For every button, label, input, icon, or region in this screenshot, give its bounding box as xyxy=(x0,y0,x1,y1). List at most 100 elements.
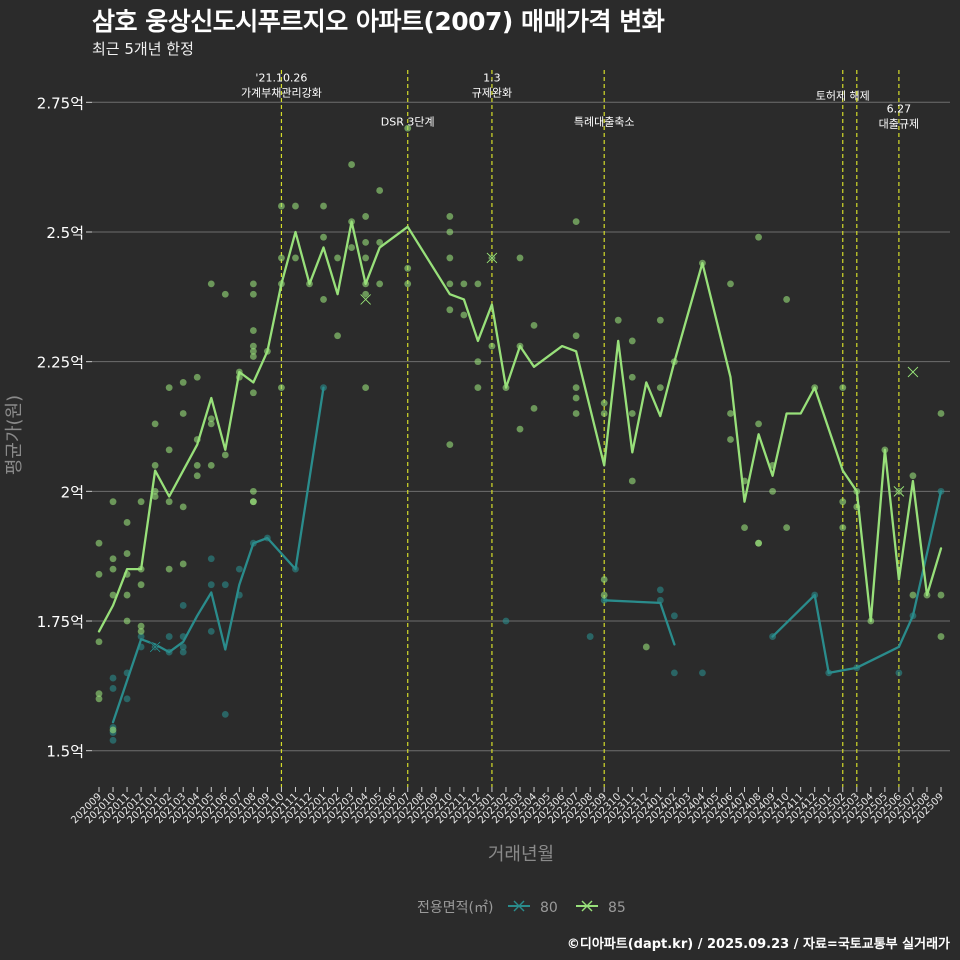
data-point-85 xyxy=(572,218,580,226)
data-point-85 xyxy=(628,477,636,485)
data-point-85 xyxy=(95,539,103,547)
data-point-85 xyxy=(179,410,187,417)
legend-label-80: 80 xyxy=(540,900,558,916)
data-point-85 xyxy=(334,254,341,262)
data-point-85 xyxy=(151,493,159,500)
data-point-85 xyxy=(600,591,608,599)
data-point-85 xyxy=(909,472,917,480)
x-axis-title: 거래년월 xyxy=(488,844,554,865)
data-point-85 xyxy=(460,311,468,319)
data-point-85 xyxy=(137,622,145,630)
data-point-85 xyxy=(839,498,847,506)
data-point-80 xyxy=(179,643,187,651)
data-point-80 xyxy=(221,581,229,589)
data-point-85 xyxy=(600,576,608,583)
y-tick-label: 2.25억 xyxy=(37,354,84,372)
data-point-85 xyxy=(656,384,664,391)
data-point-85 xyxy=(278,254,285,262)
data-point-85 xyxy=(572,332,580,340)
event-label: '21.10.26 xyxy=(255,72,307,85)
data-point-85 xyxy=(109,565,117,573)
data-point-85 xyxy=(193,462,201,469)
data-point-85 xyxy=(249,498,257,506)
data-point-85 xyxy=(95,695,103,703)
data-point-85 xyxy=(348,161,355,168)
data-point-80 xyxy=(207,581,215,589)
data-point-85 xyxy=(376,238,384,246)
data-point-85 xyxy=(278,202,285,210)
data-point-85 xyxy=(755,420,762,428)
data-point-85 xyxy=(446,213,454,220)
data-point-85 xyxy=(404,280,412,288)
data-point-85 xyxy=(109,726,117,734)
data-point-85 xyxy=(530,321,538,329)
data-point-85 xyxy=(769,487,776,495)
data-point-85 xyxy=(109,591,117,599)
data-point-85 xyxy=(249,353,257,360)
data-point-85 xyxy=(446,254,454,262)
data-point-80 xyxy=(137,633,145,640)
data-point-85 xyxy=(249,347,257,355)
data-point-85 xyxy=(221,290,229,298)
data-point-85 xyxy=(123,550,131,557)
data-point-80 xyxy=(502,617,510,625)
chart-subtitle: 최근 5개년 한정 xyxy=(92,40,194,58)
data-point-85 xyxy=(516,425,524,433)
data-point-85 xyxy=(207,420,215,428)
cancel-mark xyxy=(486,252,498,264)
cancelled-point-85 xyxy=(486,252,498,264)
data-point-85 xyxy=(137,581,145,589)
legend: 전용면적(㎡) 80 85 xyxy=(417,900,626,916)
data-point-85 xyxy=(362,384,370,391)
data-point-85 xyxy=(123,617,131,625)
data-point-85 xyxy=(137,498,145,506)
data-point-85 xyxy=(362,213,370,220)
data-point-85 xyxy=(249,389,257,397)
data-point-85 xyxy=(109,498,117,506)
data-point-85 xyxy=(207,280,215,288)
data-point-85 xyxy=(572,384,580,391)
data-point-80 xyxy=(207,627,215,635)
data-point-85 xyxy=(95,690,103,698)
grid-lines xyxy=(92,101,950,752)
data-point-85 xyxy=(123,591,131,599)
data-point-85 xyxy=(179,379,187,386)
event-label: 특례대출축소 xyxy=(574,116,635,129)
y-axis-title: 평균가(원) xyxy=(4,395,25,475)
data-point-85 xyxy=(320,296,327,303)
data-point-85 xyxy=(727,280,734,288)
event-label: 6.27 xyxy=(887,103,912,116)
y-tick-label: 2.75억 xyxy=(37,94,84,112)
data-point-85 xyxy=(221,451,229,459)
data-point-85 xyxy=(249,280,257,288)
legend-title: 전용면적(㎡) xyxy=(417,900,493,916)
series-line-80 xyxy=(771,490,943,675)
data-point-85 xyxy=(839,384,847,391)
legend-key-mark xyxy=(581,900,593,912)
data-point-85 xyxy=(741,524,748,532)
data-point-85 xyxy=(165,384,173,391)
data-point-85 xyxy=(404,264,412,272)
data-point-85 xyxy=(446,228,454,236)
data-point-85 xyxy=(460,280,468,288)
data-point-85 xyxy=(628,373,636,381)
data-point-85 xyxy=(249,327,257,334)
data-point-85 xyxy=(109,555,117,563)
data-point-80 xyxy=(586,633,594,640)
data-point-85 xyxy=(151,420,159,428)
data-point-85 xyxy=(165,446,173,454)
data-point-85 xyxy=(179,560,187,568)
x-axis-ticks: 2020092020102020112020122021012021022021… xyxy=(69,787,946,826)
data-point-80 xyxy=(656,586,664,594)
data-points xyxy=(95,124,945,744)
cancel-mark xyxy=(149,641,161,653)
data-point-85 xyxy=(404,124,412,132)
data-point-80 xyxy=(123,695,131,703)
data-point-85 xyxy=(839,524,847,532)
data-point-85 xyxy=(783,296,791,303)
data-point-85 xyxy=(278,384,285,391)
cancel-mark xyxy=(893,485,905,497)
data-point-85 xyxy=(292,202,299,210)
cancelled-point-80 xyxy=(149,641,161,653)
